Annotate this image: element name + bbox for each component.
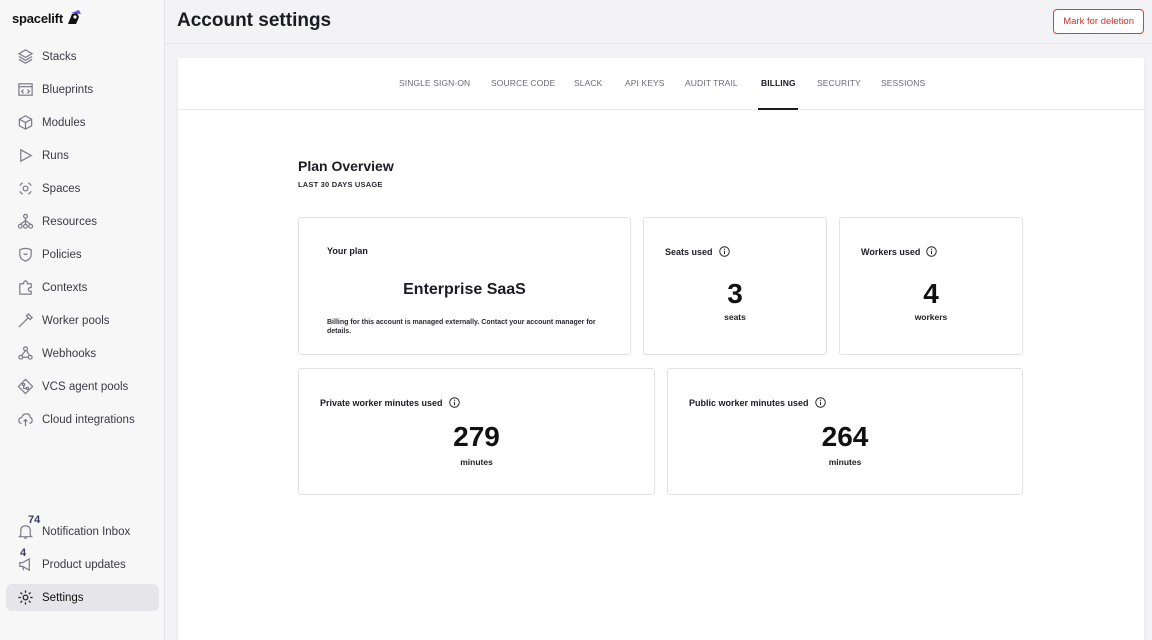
sidebar-item-vcs-agent-pools[interactable]: VCS agent pools [0,370,165,403]
seats-value: 3 [727,278,743,309]
private-minutes-unit: minutes [460,457,493,467]
plan-card: Your plan Enterprise SaaS Billing for th… [298,217,631,355]
megaphone-icon: 4 [17,547,34,573]
blueprints-icon [17,81,34,98]
info-icon[interactable] [718,246,730,257]
sidebar-item-policies[interactable]: Policies [0,238,165,271]
sidebar-item-worker-pools[interactable]: Worker pools [0,304,165,337]
tab-sessions[interactable]: SESSIONS [881,78,926,88]
workers-card-header: Workers used [861,246,938,257]
tab-api-keys[interactable]: API KEYS [625,78,665,88]
product-updates-badge: 4 [20,547,27,559]
private-minutes-header: Private worker minutes used [320,397,460,408]
sidebar-item-runs[interactable]: Runs [0,139,165,172]
tab-audit-trail[interactable]: AUDIT TRAIL [685,78,738,88]
contexts-icon [17,279,34,296]
spaces-icon [17,180,34,197]
usage-period-label: LAST 30 DAYS USAGE [298,180,383,189]
sidebar: spacelift Stacks Blueprints Modules Runs… [0,0,165,640]
gear-icon [17,589,34,606]
sidebar-nav: Stacks Blueprints Modules Runs Spaces Re… [0,40,165,436]
sidebar-item-label: Spaces [42,182,81,195]
settings-tabs: SINGLE SIGN-ON SOURCE CODE SLACK API KEY… [178,58,1144,110]
vcs-agent-pools-icon [17,378,34,395]
brand-name: spacelift [12,10,63,26]
policies-icon [17,246,34,263]
runs-icon [17,147,34,164]
sidebar-item-label: Runs [42,149,69,162]
workers-label: Workers used [861,246,921,257]
stacks-icon [17,48,34,65]
modules-icon [17,114,34,131]
sidebar-item-webhooks[interactable]: Webhooks [0,337,165,370]
sidebar-item-contexts[interactable]: Contexts [0,271,165,304]
sidebar-item-label: Worker pools [42,314,110,327]
plan-name: Enterprise SaaS [403,281,526,298]
seats-label: Seats used [665,246,713,257]
workers-unit: workers [914,312,948,322]
seats-unit: seats [724,312,746,322]
sidebar-item-label: Modules [42,116,86,129]
sidebar-item-label: Resources [42,215,97,228]
workers-value: 4 [923,278,939,309]
plan-billing-note: Billing for this account is managed exte… [327,319,596,336]
seats-card-header: Seats used [665,246,730,257]
sidebar-item-label: Policies [42,248,82,261]
product-updates-label: Product updates [42,558,126,571]
sidebar-item-resources[interactable]: Resources [0,205,165,238]
settings-label: Settings [42,591,84,604]
spacelift-logo[interactable]: spacelift [12,6,84,30]
settings-panel: SINGLE SIGN-ON SOURCE CODE SLACK API KEY… [178,58,1144,640]
tab-billing[interactable]: BILLING [761,78,796,88]
page-title: Account settings [177,10,332,31]
sidebar-item-label: VCS agent pools [42,380,129,393]
sidebar-item-label: Blueprints [42,83,94,96]
info-icon[interactable] [814,397,826,408]
sidebar-item-settings[interactable]: Settings [6,584,159,611]
mark-for-deletion-button[interactable]: Mark for deletion [1053,9,1144,34]
public-minutes-card: Public worker minutes used 264 minutes [667,368,1023,495]
sidebar-item-stacks[interactable]: Stacks [0,40,165,73]
private-minutes-value: 279 [453,421,500,452]
tab-security[interactable]: SECURITY [817,78,861,88]
private-minutes-card: Private worker minutes used 279 minutes [298,368,655,495]
plan-card-label: Your plan [327,246,368,256]
bell-icon: 74 [17,514,40,540]
sidebar-item-spaces[interactable]: Spaces [0,172,165,205]
spacelift-mark-icon [67,10,81,24]
sidebar-item-label: Cloud integrations [42,413,135,426]
public-minutes-unit: minutes [828,457,862,467]
sidebar-item-label: Contexts [42,281,88,294]
resources-icon [17,213,34,230]
public-minutes-value: 264 [821,421,869,452]
public-minutes-header: Public worker minutes used [689,397,826,408]
page-header: Account settings Mark for deletion [165,0,1152,44]
sidebar-item-label: Webhooks [42,347,97,360]
workers-card: Workers used 4 workers [839,217,1023,355]
sidebar-item-blueprints[interactable]: Blueprints [0,73,165,106]
sidebar-item-label: Stacks [42,50,77,63]
notification-count-badge: 74 [28,514,41,526]
notification-inbox-item[interactable]: 74 Notification Inbox [0,514,165,548]
private-minutes-label: Private worker minutes used [320,397,443,408]
sidebar-bottom: 74 Notification Inbox 4 Product updates … [0,512,165,611]
tab-source-code[interactable]: SOURCE CODE [491,78,556,88]
cloud-integrations-icon [17,411,34,428]
active-tab-indicator [758,108,798,110]
plan-overview-title: Plan Overview [298,158,394,174]
tab-single-sign-on[interactable]: SINGLE SIGN-ON [399,78,471,88]
worker-pools-icon [17,312,34,329]
seats-card: Seats used 3 seats [643,217,827,355]
public-minutes-label: Public worker minutes used [689,397,809,408]
info-icon[interactable] [448,397,460,408]
webhooks-icon [17,345,34,362]
sidebar-item-modules[interactable]: Modules [0,106,165,139]
tab-slack[interactable]: SLACK [574,78,603,88]
notification-inbox-label: Notification Inbox [42,525,131,538]
sidebar-item-cloud-integrations[interactable]: Cloud integrations [0,403,165,436]
info-icon[interactable] [926,246,938,257]
product-updates-item[interactable]: 4 Product updates [0,547,165,581]
